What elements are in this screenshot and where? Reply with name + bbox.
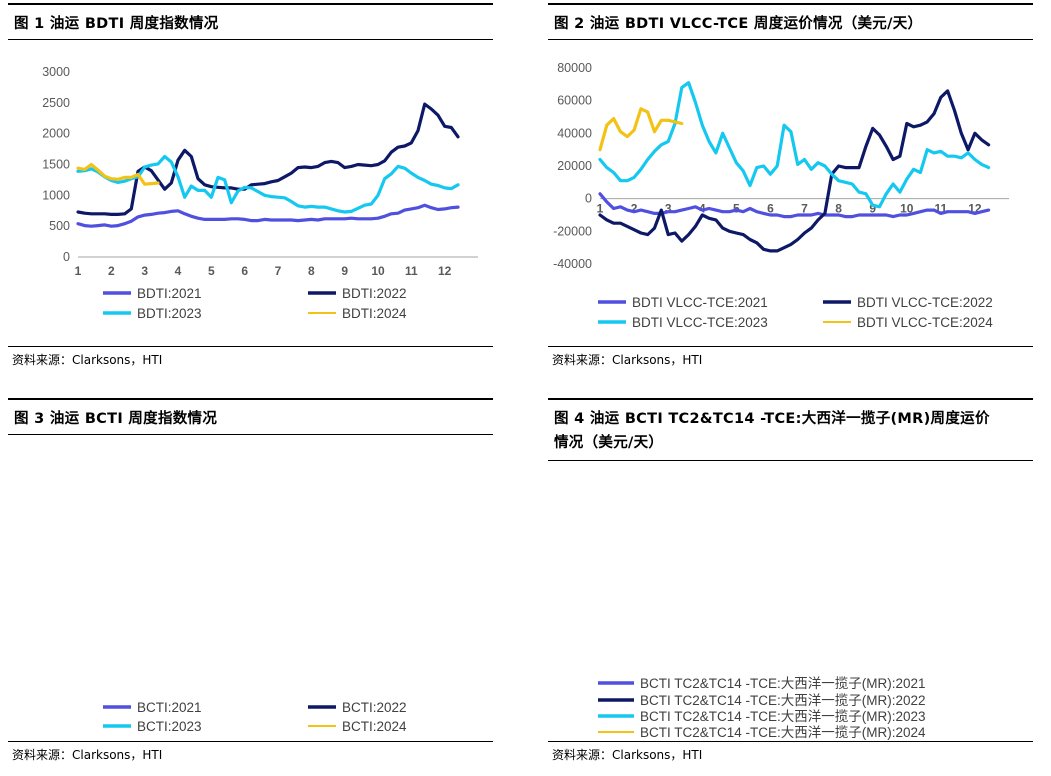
x-tick-label: 1 [75, 264, 82, 278]
y-tick-label: 60000 [557, 94, 592, 108]
source-note: 资料来源：Clarksons，HTI [552, 353, 703, 367]
legend-label: BCTI:2024 [342, 719, 407, 732]
source-note: 资料来源：Clarksons，HTI [552, 748, 703, 762]
chart-bcti: 05001000150020002500123456789101112BCTI:… [103, 700, 407, 732]
chart-bcti-tc2-tc14: 050000100000123456789101112BCTI TC2&TC14… [598, 675, 926, 740]
series-line [76, 154, 460, 214]
x-tick-label: 2 [631, 202, 638, 216]
legend-label: BCTI TC2&TC14 -TCE:大西洋一揽子(MR):2021 [640, 675, 926, 691]
y-tick-label: 0 [63, 250, 70, 264]
x-tick-label: 8 [835, 202, 842, 216]
series-line [76, 102, 460, 216]
y-tick-label: 2000 [42, 127, 70, 141]
x-tick-label: 2 [108, 264, 115, 278]
y-tick-label: 1500 [42, 158, 70, 172]
legend-label: BCTI:2023 [137, 719, 202, 732]
panel-bdti: 图 1 油运 BDTI 周度指数情况 0 500 1000 1500 2000 2500 3… [8, 3, 493, 371]
series-line [76, 203, 460, 228]
panel-title-line-2: 情况（美元/天） [554, 435, 664, 451]
y-tick-label: -40000 [553, 257, 592, 271]
panel-footer: 资料来源：Clarksons，HTI [548, 741, 1033, 766]
legend-label: BDTI:2024 [342, 306, 407, 321]
legend-label: BCTI:2021 [137, 700, 202, 715]
legend-label: BCTI TC2&TC14 -TCE:大西洋一揽子(MR):2022 [640, 692, 926, 708]
legend-label: BDTI:2023 [137, 306, 202, 321]
y-tick-label: 2500 [42, 96, 70, 110]
panel-bcti: 图 3 油运 BCTI 周度指数情况 050010001500200025001… [8, 398, 493, 766]
legend-label: BCTI:2022 [342, 700, 407, 715]
panel-title-line-1: 图 4 油运 BCTI TC2&TC14 -TCE:大西洋一揽子(MR)周度运价 [554, 411, 990, 427]
y-tick-label: -20000 [553, 224, 592, 238]
series-line [598, 192, 991, 219]
x-tick-label: 8 [308, 264, 315, 278]
panel-header: 图 4 油运 BCTI TC2&TC14 -TCE:大西洋一揽子(MR)周度运价… [548, 398, 1033, 461]
legend-label: BDTI VLCC-TCE:2024 [857, 315, 993, 330]
panel-footer: 资料来源：Clarksons，HTI [8, 741, 493, 766]
x-tick-label: 3 [665, 202, 672, 216]
y-tick-label: 1000 [42, 188, 70, 202]
panel-header: 图 1 油运 BDTI 周度指数情况 [8, 3, 493, 40]
panel-title: 图 3 油运 BCTI 周度指数情况 [14, 411, 218, 427]
y-tick-label: 0 [585, 192, 592, 206]
y-tick-label: 80000 [557, 61, 592, 75]
source-note: 资料来源：Clarksons，HTI [12, 353, 163, 367]
y-tick-label: 500 [49, 219, 70, 233]
series-line [76, 162, 160, 186]
x-tick-label: 9 [869, 202, 876, 216]
x-tick-label: 3 [141, 264, 148, 278]
panel-footer: 资料来源：Clarksons，HTI [8, 346, 493, 371]
x-tick-label: 4 [175, 264, 182, 278]
y-tick-label: 3000 [42, 65, 70, 79]
series-line [598, 81, 991, 209]
legend-label: BDTI:2021 [137, 286, 202, 301]
x-tick-label: 5 [208, 264, 215, 278]
x-tick-label: 10 [371, 264, 385, 278]
x-tick-label: 6 [241, 264, 248, 278]
panel-bdti-vlcc-tce: 图 2 油运 BDTI VLCC-TCE 周度运价情况（美元/天） -40000… [548, 3, 1033, 371]
x-tick-label: 9 [341, 264, 348, 278]
x-tick-label: 7 [275, 264, 282, 278]
x-tick-label: 12 [438, 264, 452, 278]
panel-header: 图 3 油运 BCTI 周度指数情况 [8, 398, 493, 435]
series-line [598, 89, 991, 253]
panel-bcti-tc2-tc14: 图 4 油运 BCTI TC2&TC14 -TCE:大西洋一揽子(MR)周度运价… [548, 398, 1033, 766]
panel-header: 图 2 油运 BDTI VLCC-TCE 周度运价情况（美元/天） [548, 3, 1033, 40]
x-tick-label: 7 [801, 202, 808, 216]
legend-label: BDTI VLCC-TCE:2023 [632, 315, 768, 330]
series-line [598, 107, 684, 152]
legend-label: BDTI:2022 [342, 286, 407, 301]
y-tick-label: 20000 [557, 159, 592, 173]
x-tick-label: 1 [597, 202, 604, 216]
panel-title: 图 1 油运 BDTI 周度指数情况 [14, 16, 219, 32]
panel-title: 图 4 油运 BCTI TC2&TC14 -TCE:大西洋一揽子(MR)周度运价… [554, 407, 990, 455]
legend-label: BDTI VLCC-TCE:2022 [857, 295, 993, 310]
x-tick-label: 6 [767, 202, 774, 216]
legend-label: BDTI VLCC-TCE:2021 [632, 295, 768, 310]
panel-footer: 资料来源：Clarksons，HTI [548, 346, 1033, 371]
x-tick-label: 10 [900, 202, 914, 216]
legend-label: BCTI TC2&TC14 -TCE:大西洋一揽子(MR):2023 [640, 708, 926, 724]
legend-label: BCTI TC2&TC14 -TCE:大西洋一揽子(MR):2024 [640, 724, 926, 740]
x-tick-label: 11 [405, 264, 418, 278]
panel-title: 图 2 油运 BDTI VLCC-TCE 周度运价情况（美元/天） [554, 16, 923, 32]
source-note: 资料来源：Clarksons，HTI [12, 748, 163, 762]
y-tick-label: 40000 [557, 126, 592, 140]
